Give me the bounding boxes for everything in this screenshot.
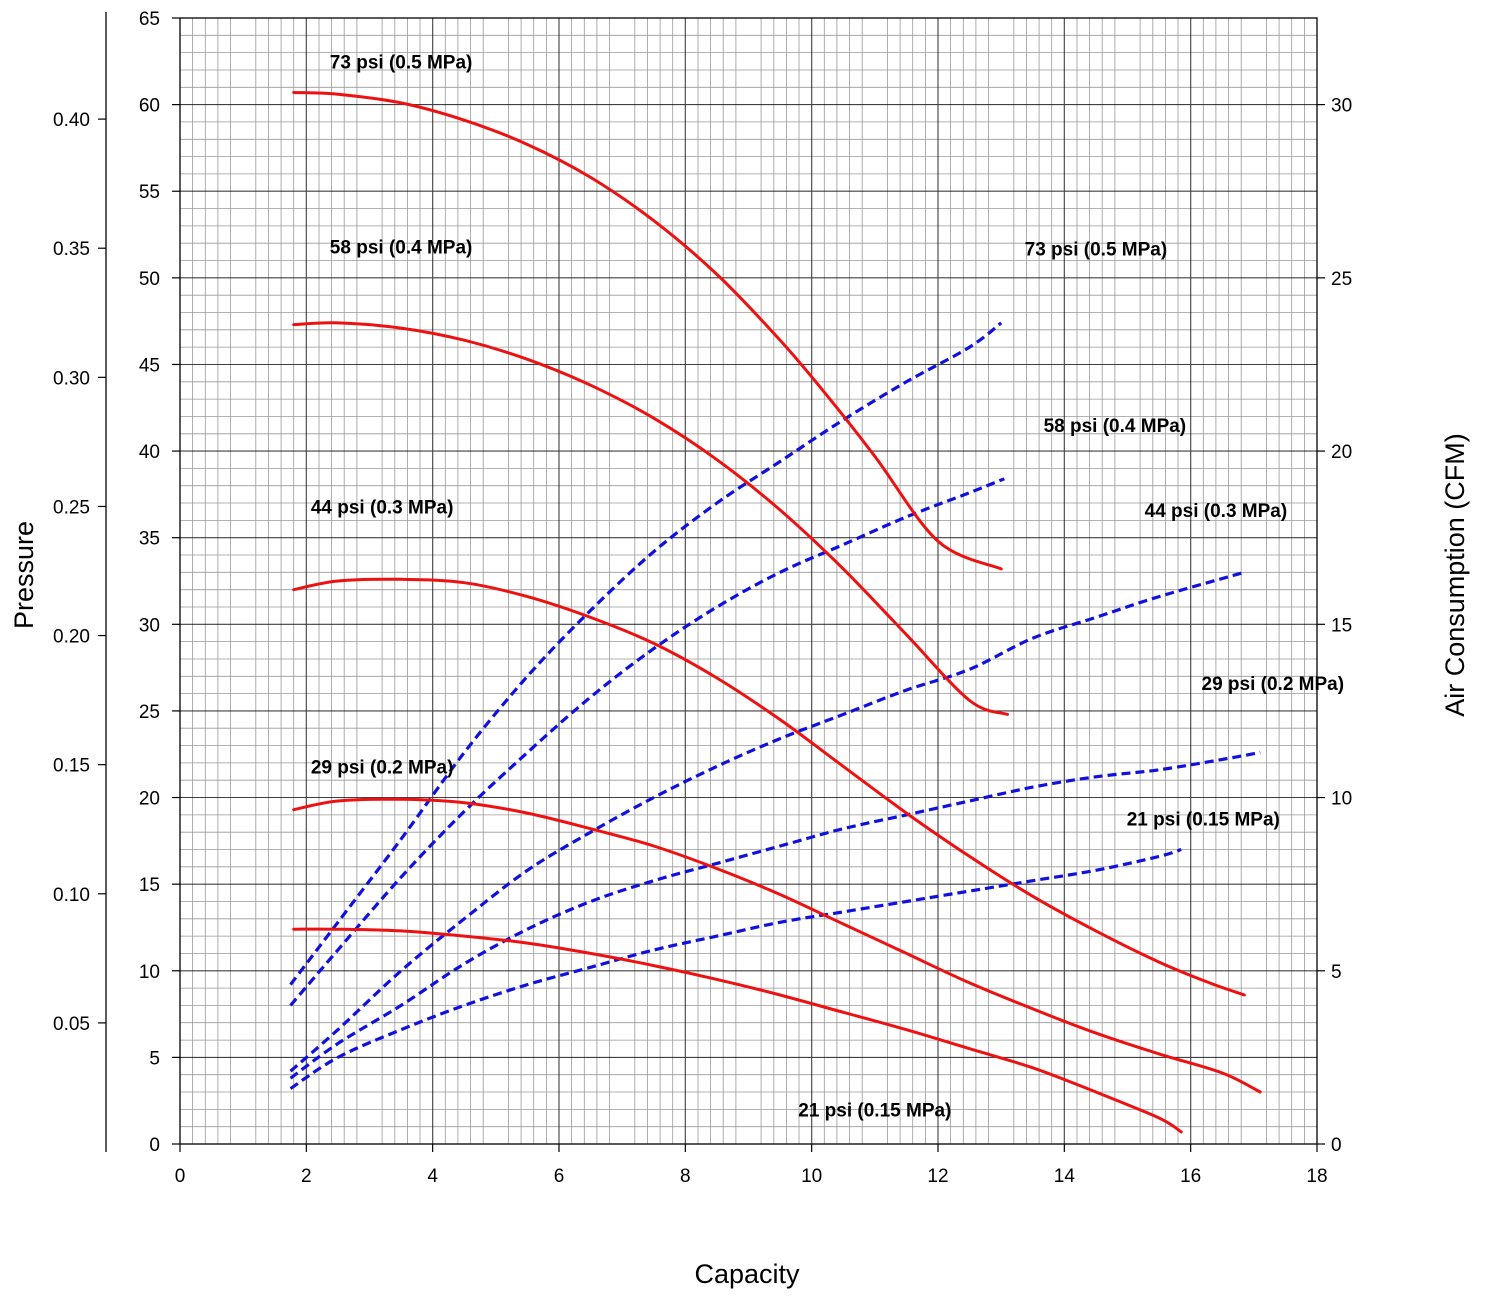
x-tick-label: 6 (554, 1166, 565, 1187)
y2-tick-label: 5 (1331, 962, 1342, 983)
y-axis-ticks: 0 5 10 15 20 25 30 35 40 45 50 55 60 65 (139, 9, 180, 1156)
y-tick-label: 55 (139, 182, 160, 203)
x-tick-label: 4 (427, 1166, 438, 1187)
pressure-curve (292, 91, 1003, 571)
x-tick-label: 2 (301, 1166, 312, 1187)
outer-tick-label: 0.25 (53, 497, 90, 518)
y-tick-label: 20 (139, 789, 160, 810)
y2-tick-label: 0 (1331, 1135, 1342, 1156)
air-consumption-curve (289, 477, 1005, 1007)
curve-label: 58 psi (0.4 MPa) (330, 238, 473, 259)
curve-label: 21 psi (0.15 MPa) (1127, 809, 1280, 830)
x-axis-title: Capacity (694, 1259, 800, 1289)
minor-gridlines (180, 18, 1317, 1144)
curve-label: 44 psi (0.3 MPa) (311, 498, 454, 519)
y-tick-label: 60 (139, 96, 160, 117)
air-consumption-curve (289, 321, 1003, 986)
minor-gridline-path (180, 18, 1317, 1144)
pressure-curves (292, 91, 1262, 1134)
x-tick-label: 12 (927, 1166, 948, 1187)
curve-label: 44 psi (0.3 MPa) (1145, 501, 1288, 522)
x-tick-label: 18 (1306, 1166, 1327, 1187)
curve-label: 21 psi (0.15 MPa) (798, 1100, 951, 1121)
y-tick-label: 15 (139, 875, 160, 896)
x-tick-label: 14 (1054, 1166, 1076, 1187)
curve-label: 29 psi (0.2 MPa) (1202, 674, 1345, 695)
y2-axis-title: Air Consumption (CFM) (1440, 433, 1470, 717)
x-tick-label: 8 (680, 1166, 691, 1187)
y-axis-title: Pressure (9, 521, 39, 629)
air-consumption-curve (289, 847, 1182, 1090)
pressure-curve (292, 927, 1183, 1134)
curve-label: 58 psi (0.4 MPa) (1044, 416, 1187, 437)
x-axis-ticks: 0 2 4 6 8 10 12 14 16 18 (175, 1144, 1328, 1187)
y-tick-label: 5 (149, 1048, 160, 1069)
air-consumption-curves (289, 321, 1261, 1090)
pressure-curve (292, 797, 1262, 1094)
outer-tick-label: 0.40 (53, 110, 90, 131)
y-tick-label: 40 (139, 442, 160, 463)
air-consumption-curve (289, 750, 1261, 1080)
y2-tick-label: 30 (1331, 96, 1352, 117)
outer-tick-label: 0.10 (53, 885, 90, 906)
pressure-curve (292, 577, 1246, 997)
y-tick-label: 10 (139, 962, 160, 983)
x-tick-label: 10 (801, 1166, 822, 1187)
plot-frame (179, 17, 1318, 1145)
x-tick-label: 0 (175, 1166, 186, 1187)
y-tick-label: 50 (139, 269, 160, 290)
curve-labels: 73 psi (0.5 MPa) 58 psi (0.4 MPa) 44 psi (… (311, 52, 1344, 1121)
y-tick-label: 35 (139, 529, 160, 550)
y2-axis-ticks: 0 5 10 15 20 25 30 (1317, 96, 1352, 1156)
outer-tick-label: 0.30 (53, 368, 90, 389)
y2-tick-label: 20 (1331, 442, 1352, 463)
y-tick-label: 65 (139, 9, 160, 30)
outer-tick-label: 0.20 (53, 627, 90, 648)
pressure-curve (292, 321, 1009, 716)
y2-tick-label: 15 (1331, 615, 1352, 636)
x-tick-label: 16 (1180, 1166, 1201, 1187)
y2-tick-label: 10 (1331, 789, 1352, 810)
major-gridlines (180, 18, 1317, 1144)
outer-tick-label: 0.15 (53, 756, 90, 777)
y-tick-label: 0 (149, 1135, 160, 1156)
y-tick-label: 25 (139, 702, 160, 723)
outer-tick-label: 0.35 (53, 239, 90, 260)
air-consumption-curve (289, 570, 1245, 1073)
y-tick-label: 45 (139, 355, 160, 376)
plot-border (179, 17, 1318, 1145)
major-gridline-path (180, 18, 1317, 1144)
curve-label: 73 psi (0.5 MPa) (1025, 239, 1168, 260)
curve-label: 73 psi (0.5 MPa) (330, 52, 473, 73)
y-tick-label: 30 (139, 615, 160, 636)
y2-tick-label: 25 (1331, 269, 1352, 290)
outer-tick-label: 0.05 (53, 1014, 90, 1035)
curve-label: 29 psi (0.2 MPa) (311, 757, 454, 778)
outer-left-axis: 0.05 0.10 0.15 0.20 0.25 0.30 0.35 0.40 (53, 12, 107, 1152)
